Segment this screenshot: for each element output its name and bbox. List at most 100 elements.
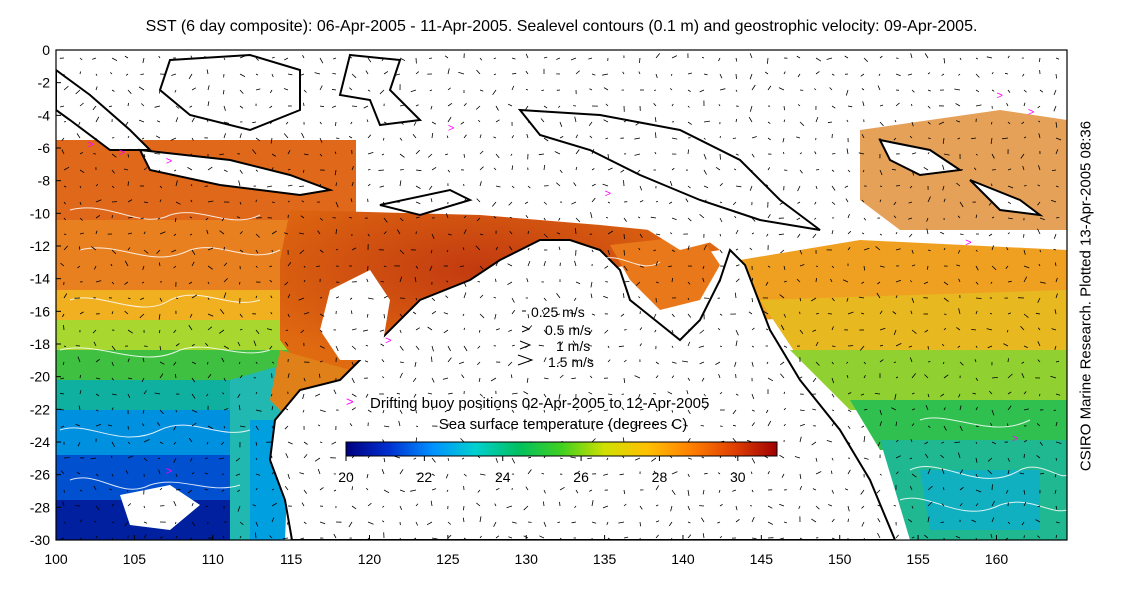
velocity-arrow: [127, 232, 132, 235]
velocity-arrow: [989, 312, 993, 315]
velocity-arrow: [831, 393, 835, 398]
velocity-arrow: [429, 89, 433, 92]
velocity-arrow: [159, 536, 163, 539]
velocity-arrow: [910, 439, 913, 443]
velocity-arrow: [975, 281, 979, 285]
velocity-arrow: [287, 184, 293, 187]
velocity-arrow: [526, 133, 529, 139]
velocity-arrow: [700, 517, 705, 523]
buoy-legend-label: Drifting buoy positions 02-Apr-2005 to 1…: [370, 395, 709, 412]
velocity-arrow: [511, 521, 517, 524]
velocity-arrow: [751, 361, 754, 367]
velocity-arrow: [511, 309, 516, 315]
buoy-marker: >: [166, 466, 172, 478]
velocity-arrow: [815, 71, 820, 75]
velocity-arrow: [764, 71, 769, 75]
velocity-arrow: [591, 500, 594, 507]
x-tick-label: 125: [436, 551, 460, 567]
velocity-arrow: [255, 361, 258, 365]
velocity-arrow: [62, 361, 65, 366]
velocity-arrow: [831, 326, 834, 331]
velocity-arrow: [909, 135, 913, 139]
velocity-arrow: [859, 345, 865, 351]
velocity-arrow: [366, 313, 369, 318]
velocity-arrow: [877, 518, 881, 523]
velocity-arrow: [559, 501, 561, 507]
velocity-arrow: [908, 217, 913, 220]
buoy-marker: >: [448, 123, 454, 135]
velocity-arrow: [287, 473, 290, 480]
buoy-legend-marker: >: [346, 394, 354, 409]
velocity-arrow: [908, 233, 913, 238]
velocity-arrow: [751, 232, 755, 235]
velocity-arrow: [1007, 121, 1011, 125]
velocity-arrow: [463, 473, 467, 477]
velocity-arrow: [668, 521, 673, 527]
velocity-arrow: [91, 246, 97, 251]
velocity-arrow: [975, 503, 979, 507]
velocity-arrow: [858, 152, 865, 155]
velocity-arrow: [671, 361, 677, 364]
velocity-arrow: [719, 313, 723, 316]
velocity-arrow: [271, 502, 278, 507]
velocity-arrow: [958, 278, 961, 283]
velocity-arrow: [79, 390, 82, 395]
velocity-arrow: [879, 327, 886, 331]
velocity-arrow: [860, 393, 865, 396]
velocity-arrow: [223, 57, 226, 61]
velocity-arrow: [541, 89, 545, 91]
velocity-arrow: [319, 85, 323, 91]
velocity-arrow: [238, 404, 241, 411]
velocity-arrow: [140, 103, 145, 107]
velocity-arrow: [458, 361, 465, 365]
velocity-arrow: [159, 185, 163, 189]
velocity-arrow: [141, 281, 145, 284]
velocity-arrow: [891, 407, 897, 411]
velocity-arrow: [959, 57, 962, 61]
velocity-arrow: [655, 200, 658, 203]
velocity-arrow: [602, 505, 609, 509]
velocity-arrow: [602, 73, 609, 76]
velocity-arrow: [639, 408, 644, 411]
velocity-arrow: [895, 439, 899, 443]
velocity-arrow: [570, 312, 577, 315]
velocity-arrow: [287, 150, 291, 155]
velocity-arrow: [92, 105, 97, 111]
velocity-arrow: [206, 229, 209, 235]
velocity-arrow: [831, 537, 836, 540]
velocity-arrow: [1038, 133, 1041, 139]
velocity-arrow: [687, 457, 692, 460]
velocity-arrow: [111, 311, 114, 315]
velocity-arrow: [687, 521, 691, 524]
velocity-arrow: [589, 489, 593, 492]
velocity-arrow: [301, 502, 305, 507]
y-tick-label: -10: [30, 205, 50, 221]
velocity-arrow: [463, 327, 465, 331]
velocity-legend: 0.25 m/s 0.5 m/s 1 m/s 1.5 m/s: [517, 304, 594, 370]
velocity-arrow: [892, 311, 897, 315]
velocity-arrow: [462, 247, 465, 251]
velocity-arrow: [925, 405, 929, 411]
velocity-arrow: [623, 265, 628, 271]
velocity-arrow: [191, 422, 197, 427]
velocity-arrow: [1023, 313, 1029, 318]
velocity-arrow: [587, 457, 593, 460]
velocity-arrow: [975, 425, 979, 428]
y-tick-label: 0: [42, 42, 50, 58]
velocity-arrow: [559, 374, 564, 379]
velocity-arrow: [509, 216, 513, 219]
velocity-arrow: [206, 69, 209, 75]
velocity-arrow: [735, 89, 738, 92]
velocity-arrow: [956, 120, 961, 123]
velocity-arrow: [639, 200, 644, 203]
velocity-arrow: [127, 329, 134, 334]
velocity-arrow: [190, 457, 193, 462]
velocity-arrow: [687, 341, 691, 347]
velocity-arrow: [607, 393, 613, 395]
sst-field-coral-sea: [740, 110, 1067, 540]
velocity-arrow: [699, 213, 705, 219]
velocity-arrow: [765, 328, 769, 331]
velocity-arrow: [618, 521, 625, 524]
velocity-arrow: [847, 469, 851, 475]
velocity-arrow: [415, 437, 418, 443]
